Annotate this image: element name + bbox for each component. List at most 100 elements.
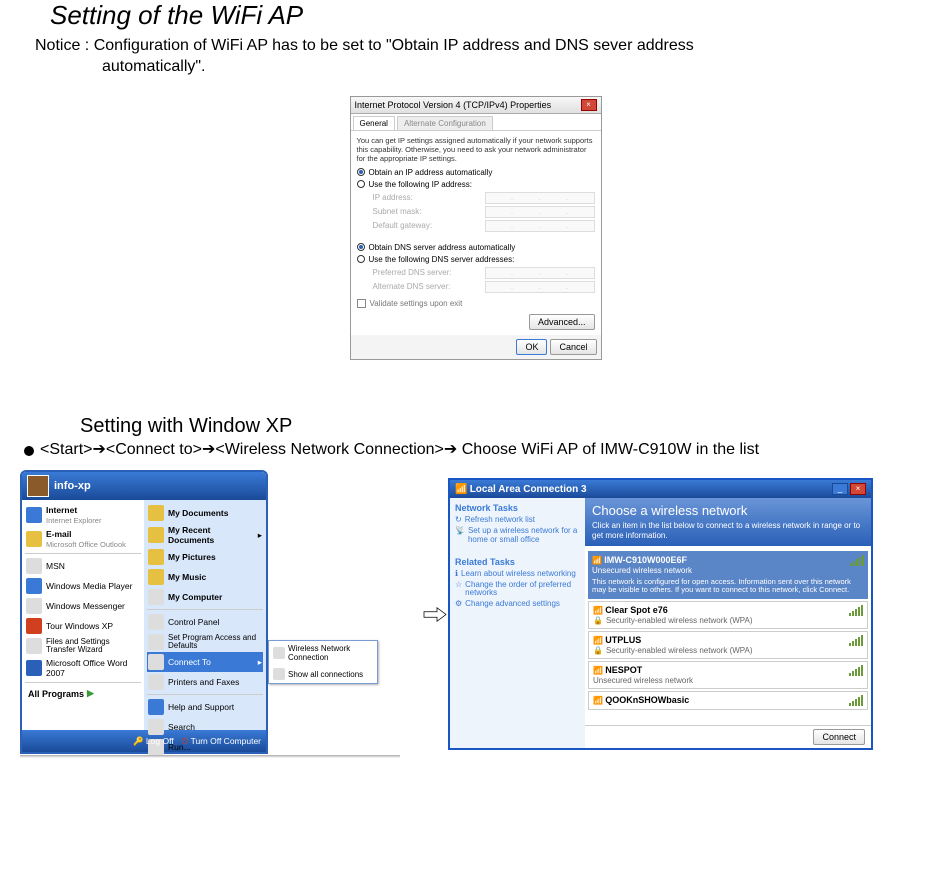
sm-pictures[interactable]: My Pictures (147, 547, 263, 567)
dialog-buttons: OK Cancel (351, 335, 601, 359)
network-item-selected[interactable]: 📶 IMW-C910W000E6F Unsecured wireless net… (588, 551, 868, 599)
signal-icon (849, 635, 863, 646)
ok-button[interactable]: OK (516, 339, 547, 355)
messenger-icon (26, 598, 42, 614)
cp-icon (148, 614, 164, 630)
gateway-input: ... (485, 220, 595, 232)
change-advanced-link[interactable]: ⚙Change advanced settings (455, 600, 580, 609)
ie-icon (26, 507, 42, 523)
advanced-button[interactable]: Advanced... (529, 314, 595, 330)
network-item[interactable]: 📶 UTPLUS 🔒Security-enabled wireless netw… (588, 631, 868, 659)
sm-internet[interactable]: InternetInternet Explorer (25, 503, 141, 527)
sm-mydocs[interactable]: My Documents (147, 503, 263, 523)
folder-icon (148, 569, 164, 585)
setup-link[interactable]: 📡Set up a wireless network for a home or… (455, 527, 580, 545)
network-tasks-header: Network Tasks (455, 503, 580, 513)
validate-checkbox[interactable] (357, 299, 366, 308)
start-menu: info-xp InternetInternet Explorer E-mail… (20, 470, 268, 754)
lock-icon: 🔒 (593, 616, 603, 625)
user-name: info-xp (54, 480, 91, 492)
sm-recent[interactable]: My Recent Documents▸ (147, 523, 263, 547)
refresh-link[interactable]: ↻Refresh network list (455, 516, 580, 525)
printer-icon (148, 674, 164, 690)
cancel-button[interactable]: Cancel (550, 339, 596, 355)
sm-control-panel[interactable]: Control Panel (147, 612, 263, 632)
sm-messenger[interactable]: Windows Messenger (25, 596, 141, 616)
network-list: 📶 IMW-C910W000E6F Unsecured wireless net… (585, 546, 871, 726)
sm-fst[interactable]: Files and Settings Transfer Wizard (25, 636, 141, 656)
alt-dns-input: ... (485, 281, 595, 293)
sm-printers[interactable]: Printers and Faxes (147, 672, 263, 692)
radio-obtain-dns[interactable] (357, 243, 365, 251)
ww-footer: Connect (585, 725, 871, 748)
arrow-right-icon: ▸ (258, 530, 262, 541)
close-icon[interactable]: × (581, 99, 597, 111)
ww-title: Local Area Connection 3 (470, 484, 587, 495)
turnoff-button[interactable]: ⏻ Turn Off Computer (182, 736, 261, 747)
close-icon[interactable]: × (850, 483, 866, 495)
sm-all-programs[interactable]: All Programs▶ (25, 685, 141, 702)
signal-icon (849, 665, 863, 676)
logoff-button[interactable]: 🔑 Log Off (133, 736, 174, 747)
ip-address-label: IP address: (373, 193, 413, 202)
network-item[interactable]: 📶 Clear Spot e76 🔒Security-enabled wirel… (588, 601, 868, 629)
sm-wmp[interactable]: Windows Media Player (25, 576, 141, 596)
pref-dns-label: Preferred DNS server: (373, 268, 452, 277)
flyout-show-all[interactable]: Show all connections (269, 665, 377, 683)
radio-obtain-dns-label: Obtain DNS server address automatically (369, 243, 516, 252)
ipv4-properties-dialog: Internet Protocol Version 4 (TCP/IPv4) P… (350, 96, 602, 360)
arrow-right-icon: ▸ (258, 657, 262, 668)
sm-search[interactable]: Search (147, 717, 263, 737)
connect-button[interactable]: Connect (813, 729, 865, 745)
related-tasks-header: Related Tasks (455, 557, 580, 567)
antenna-icon: 📡 (455, 527, 465, 545)
fst-icon (26, 638, 42, 654)
radio-use-ip[interactable] (357, 180, 365, 188)
radio-use-ip-label: Use the following IP address: (369, 180, 472, 189)
mail-icon (26, 531, 42, 547)
sm-connect-to[interactable]: Connect To▸ (147, 652, 263, 672)
sm-computer[interactable]: My Computer (147, 587, 263, 607)
search-icon (148, 719, 164, 735)
antenna-icon: 📶 (593, 606, 603, 615)
ww-banner: Choose a wireless network Click an item … (585, 498, 871, 545)
signal-icon (849, 695, 863, 706)
subnet-mask-input: ... (485, 206, 595, 218)
folder-icon (148, 549, 164, 565)
radio-use-dns[interactable] (357, 255, 365, 263)
sm-spad[interactable]: Set Program Access and Defaults (147, 632, 263, 652)
sm-email[interactable]: E-mailMicrosoft Office Outlook (25, 527, 141, 551)
start-menu-right: My Documents My Recent Documents▸ My Pic… (144, 500, 266, 730)
ww-sidebar: Network Tasks ↻Refresh network list 📡Set… (450, 498, 585, 748)
bullet-icon (24, 446, 34, 456)
network-item[interactable]: 📶 NESPOT Unsecured wireless network (588, 661, 868, 689)
sm-tour[interactable]: Tour Windows XP (25, 616, 141, 636)
antenna-icon: 📶 (455, 484, 467, 495)
flyout-wnc[interactable]: Wireless Network Connection (269, 641, 377, 665)
refresh-icon: ↻ (455, 516, 462, 525)
tab-general[interactable]: General (353, 116, 395, 130)
ip-address-input: ... (485, 192, 595, 204)
network-icon (148, 654, 164, 670)
sm-music[interactable]: My Music (147, 567, 263, 587)
lock-icon: 🔒 (593, 646, 603, 655)
subnet-mask-label: Subnet mask: (373, 207, 422, 216)
folder-icon (148, 527, 164, 543)
minimize-icon[interactable]: _ (832, 483, 848, 495)
network-item[interactable]: 📶 QOOKnSHOWbasic (588, 691, 868, 710)
sm-msn[interactable]: MSN (25, 556, 141, 576)
gateway-label: Default gateway: (373, 221, 433, 230)
change-order-link[interactable]: ☆Change the order of preferred networks (455, 581, 580, 599)
info-icon: ℹ (455, 570, 458, 579)
arrow-right (378, 597, 448, 632)
sm-word[interactable]: Microsoft Office Word 2007 (25, 656, 141, 680)
arrow-right-icon: ▶ (87, 688, 94, 699)
tab-row: General Alternate Configuration (351, 114, 601, 131)
sm-help[interactable]: Help and Support (147, 697, 263, 717)
start-menu-left: InternetInternet Explorer E-mailMicrosof… (22, 500, 144, 730)
radio-obtain-ip[interactable] (357, 168, 365, 176)
tab-alternate[interactable]: Alternate Configuration (397, 116, 493, 130)
notice-line2: automatically". (20, 57, 931, 78)
network-desc: This network is configured for open acce… (592, 578, 864, 595)
learn-link[interactable]: ℹLearn about wireless networking (455, 570, 580, 579)
